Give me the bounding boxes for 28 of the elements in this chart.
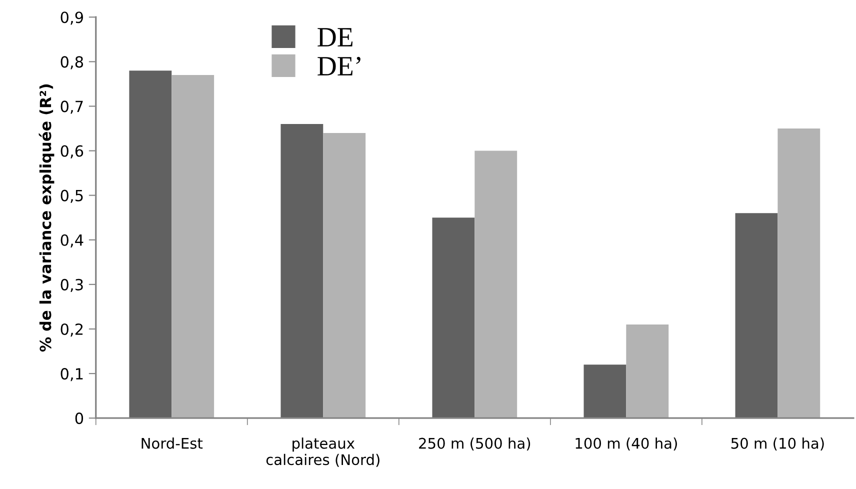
bar <box>172 75 214 418</box>
bar <box>778 128 820 418</box>
bar <box>129 70 172 418</box>
y-tick-label: 0,9 <box>60 12 83 25</box>
y-tick-label: 0 <box>75 412 84 424</box>
x-tick-label: plateaux calcaires (Nord) <box>266 438 380 467</box>
y-tick-label: 0,6 <box>60 145 84 158</box>
bar <box>474 150 518 418</box>
bar <box>626 324 669 418</box>
x-tick-label: Nord-Est <box>142 438 203 449</box>
y-tick-label: 0,3 <box>60 278 83 292</box>
x-tick-label: 100 m (40 ha) <box>576 438 677 451</box>
y-tick-label: 0,4 <box>60 234 84 248</box>
legend-label: DE’ <box>318 56 360 76</box>
y-tick-label: 0,1 <box>60 368 83 382</box>
x-tick-label: 50 m (10 ha) <box>731 438 824 451</box>
y-tick-label: 0,8 <box>60 56 84 70</box>
y-tick-label: 0,7 <box>60 100 83 114</box>
bar <box>735 213 778 418</box>
x-tick-label: 250 m (500 ha) <box>419 438 530 451</box>
y-tick-label: 0,2 <box>60 323 83 337</box>
bar <box>323 132 366 418</box>
y-tick-label: 0,5 <box>60 190 83 203</box>
legend-label: DE <box>318 28 352 46</box>
bar <box>584 364 626 418</box>
bar <box>432 218 475 418</box>
y-axis-title: % de la variance expliquée (R²) <box>38 84 54 352</box>
bar <box>280 124 324 418</box>
